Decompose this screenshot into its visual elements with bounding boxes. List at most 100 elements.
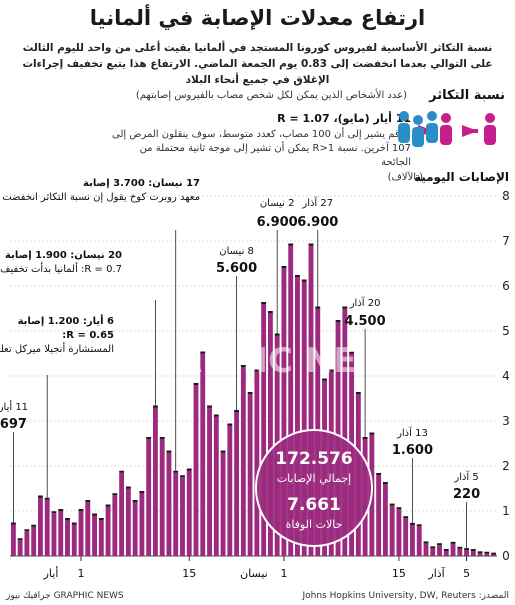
bar xyxy=(295,277,300,556)
annotation-text: 6 أيار: 1.200 إصابة xyxy=(18,314,114,327)
annotation-text: المستشارة أنجيلا ميركل تعلن رفع قيود الإ… xyxy=(0,342,114,355)
annotation-date: 20 آذار xyxy=(349,296,381,309)
bar-cap xyxy=(308,243,314,246)
subtitle: نسبة التكاثر الأساسية لفيروس كورونا المس… xyxy=(22,42,493,86)
bar-cap xyxy=(44,497,50,500)
bar-cap xyxy=(247,392,253,394)
bar-cap xyxy=(200,351,206,354)
bar xyxy=(213,416,219,556)
bar-cap xyxy=(58,509,64,511)
bar-cap xyxy=(477,551,483,554)
watermark: GRAPHIC NEWS xyxy=(122,341,419,381)
bar xyxy=(139,493,145,556)
total-cases-label: إجمالي الإصابات xyxy=(277,472,351,485)
bar xyxy=(180,477,185,556)
bar-cap xyxy=(274,333,280,336)
y-tick-label: 7 xyxy=(502,234,510,248)
bar-cap xyxy=(267,311,273,313)
bar-cap xyxy=(315,306,321,309)
person-head-icon xyxy=(427,111,437,121)
bar-cap xyxy=(443,549,449,552)
total-deaths-label: حالات الوفاة xyxy=(286,518,343,531)
bar xyxy=(376,475,382,556)
bar xyxy=(261,304,267,556)
annotation-date: 8 نيسان xyxy=(219,246,254,257)
bar xyxy=(457,548,463,556)
person-body-icon xyxy=(426,123,438,143)
r-box-description: الرقم يشير إلى أن 100 مصاب، كعدد متوسط، … xyxy=(112,129,411,168)
bar-cap xyxy=(437,543,442,546)
bar-cap xyxy=(254,369,260,372)
x-tick-label: آذار xyxy=(427,566,445,580)
bar xyxy=(491,554,497,556)
annotation-value: 5.600 xyxy=(216,261,257,276)
annotation-value: 1.600 xyxy=(392,443,433,458)
bar-cap xyxy=(457,546,463,549)
bar xyxy=(24,531,30,556)
bar xyxy=(85,502,91,556)
y-axis-title: الإصابات اليومية xyxy=(413,170,509,184)
arrow-icon xyxy=(466,129,478,133)
credit: GRAPHIC NEWS جرافيك نيوز xyxy=(6,591,124,601)
total-cases-value: 172.576 xyxy=(275,449,352,469)
bar xyxy=(207,407,212,556)
bar-cap xyxy=(423,541,429,544)
annotation-date: 5 آذار xyxy=(453,470,478,483)
bar xyxy=(58,511,64,556)
bar xyxy=(443,551,449,556)
bar-cap xyxy=(24,529,30,532)
bar-cap xyxy=(152,405,158,408)
x-tick-label: 1 xyxy=(280,567,287,580)
bar xyxy=(477,553,483,556)
r-box-subtitle: (عدد الأشخاص الذين يمكن لكل شخص مصاب بال… xyxy=(135,90,407,101)
bar-cap xyxy=(186,468,192,471)
r-box-title: نسبة التكاثر xyxy=(429,88,505,103)
annotation-date: 2 نيسان xyxy=(260,198,295,209)
bar-cap xyxy=(335,320,341,322)
bar-cap xyxy=(112,493,118,496)
source: المصدر: Johns Hopkins University, DW, Re… xyxy=(302,591,509,601)
bar-cap xyxy=(166,450,172,453)
bar-cap xyxy=(295,275,300,277)
bar xyxy=(416,526,422,556)
bar-cap xyxy=(403,516,409,519)
bar-cap xyxy=(396,507,402,510)
annotation-date: 27 آذار xyxy=(301,196,333,209)
annotation-value: 4.500 xyxy=(345,314,386,329)
bar xyxy=(152,407,158,556)
bar-cap xyxy=(484,551,490,554)
person-head-icon xyxy=(441,113,451,123)
bar xyxy=(288,245,294,556)
x-tick-label: 15 xyxy=(392,567,406,580)
bar xyxy=(382,484,388,556)
bar-cap xyxy=(261,302,267,304)
bar xyxy=(403,518,409,556)
bar-cap xyxy=(376,473,382,475)
bar xyxy=(125,488,131,556)
bar-cap xyxy=(71,522,77,525)
x-tick-label: 15 xyxy=(182,567,196,580)
bar xyxy=(430,548,436,556)
bar xyxy=(10,524,16,556)
bar-cap xyxy=(322,378,327,381)
annotation-text: R = 0.65: xyxy=(62,330,114,341)
annotation-value: 220 xyxy=(453,487,480,502)
bar-cap xyxy=(38,495,43,498)
bar-cap xyxy=(240,365,246,367)
bar-cap xyxy=(342,306,348,309)
bar xyxy=(166,452,172,556)
bar xyxy=(92,515,97,556)
bar xyxy=(227,425,233,556)
annotation-value: 697 xyxy=(0,417,27,432)
y-tick-label: 5 xyxy=(502,324,510,338)
annotation-text: 20 نيسان: 1.900 إصابة xyxy=(5,250,122,261)
bar-cap xyxy=(349,351,355,354)
bar-cap xyxy=(227,423,233,426)
bar xyxy=(51,513,57,556)
bar xyxy=(423,543,429,556)
bar xyxy=(470,551,476,556)
bar xyxy=(193,385,199,556)
bar xyxy=(220,452,226,556)
bar-cap xyxy=(362,437,368,439)
page-title: ارتفاع معدلات الإصابة في ألمانيا xyxy=(89,6,426,30)
